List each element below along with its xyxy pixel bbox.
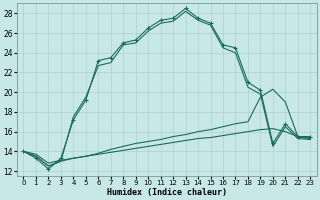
X-axis label: Humidex (Indice chaleur): Humidex (Indice chaleur) <box>107 188 227 197</box>
